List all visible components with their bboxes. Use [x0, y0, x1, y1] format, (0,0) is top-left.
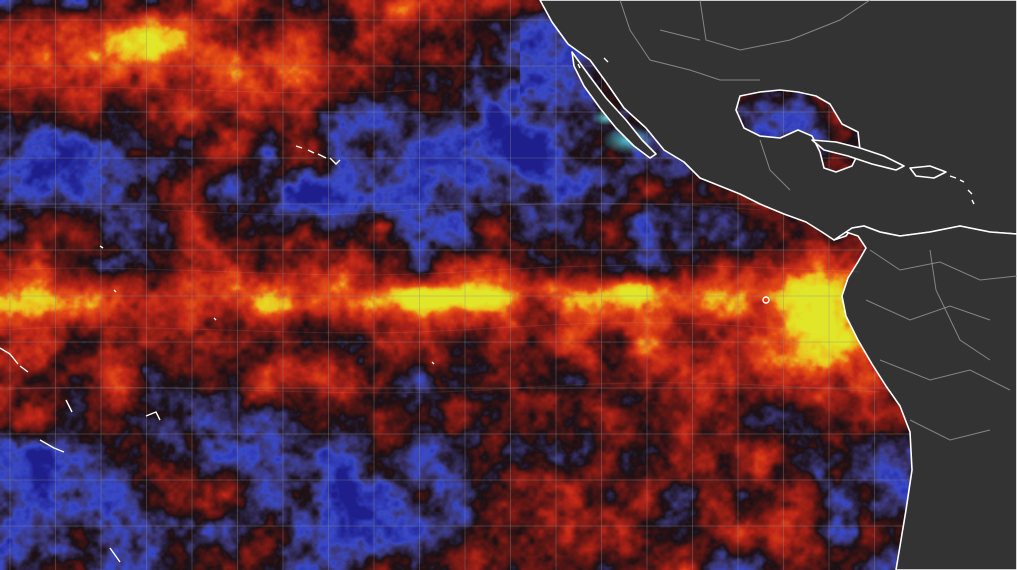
cuba-island [811, 139, 905, 171]
ocean-currents-streaks [0, 86, 881, 394]
south-pacific-atolls [0, 245, 435, 563]
hawaiian-islands [295, 145, 341, 165]
land-masses [539, 0, 1017, 570]
country-borders [619, 0, 1017, 441]
baja-california-peninsula [571, 51, 657, 159]
hispaniola-island [909, 165, 947, 179]
mexico-west-islands [577, 57, 609, 69]
pacific-islands [0, 57, 975, 563]
caribbean-islands [949, 175, 975, 205]
south-america-mainland [833, 225, 1017, 570]
galapagos-islands [762, 296, 770, 304]
